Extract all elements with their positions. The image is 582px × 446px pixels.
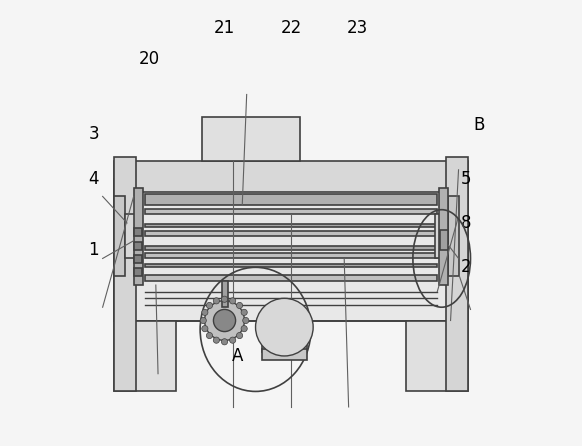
Circle shape: [229, 298, 236, 304]
Text: 22: 22: [281, 19, 301, 37]
Bar: [113, 179, 469, 321]
Bar: [145, 275, 437, 281]
Circle shape: [213, 298, 219, 304]
Bar: [262, 327, 307, 351]
Text: 23: 23: [347, 19, 368, 37]
Circle shape: [204, 301, 244, 340]
Circle shape: [221, 339, 228, 345]
Bar: [145, 194, 437, 205]
Bar: [446, 157, 469, 392]
Text: 8: 8: [461, 214, 471, 232]
Bar: [440, 230, 448, 250]
Bar: [145, 246, 437, 250]
Circle shape: [207, 302, 212, 309]
Text: 20: 20: [139, 50, 159, 68]
Bar: [145, 209, 437, 214]
Circle shape: [207, 332, 212, 339]
Bar: [262, 349, 307, 360]
Bar: [113, 157, 136, 392]
Circle shape: [213, 337, 219, 343]
Bar: [134, 268, 142, 276]
Bar: [145, 224, 437, 227]
Text: 3: 3: [88, 125, 99, 143]
Bar: [145, 264, 437, 267]
Circle shape: [241, 326, 247, 332]
Circle shape: [214, 310, 236, 331]
Circle shape: [243, 318, 249, 324]
Circle shape: [229, 337, 236, 343]
Bar: [222, 281, 228, 307]
Text: 4: 4: [88, 169, 99, 188]
Text: 2: 2: [461, 258, 471, 277]
Circle shape: [200, 318, 207, 324]
Circle shape: [241, 309, 247, 315]
Text: 5: 5: [461, 169, 471, 188]
Bar: [134, 242, 142, 250]
Text: B: B: [474, 116, 485, 135]
Bar: [134, 255, 142, 263]
Circle shape: [202, 309, 208, 315]
Circle shape: [236, 332, 243, 339]
Text: 1: 1: [88, 240, 99, 259]
Bar: [113, 179, 469, 321]
Bar: [145, 253, 437, 259]
Bar: [113, 161, 469, 192]
Bar: [113, 196, 125, 276]
Bar: [145, 231, 437, 236]
Text: A: A: [232, 347, 243, 365]
Bar: [125, 214, 138, 259]
Bar: [448, 196, 459, 276]
Bar: [203, 116, 300, 161]
Circle shape: [255, 298, 313, 356]
Bar: [435, 214, 448, 259]
Bar: [134, 187, 143, 285]
Text: 21: 21: [214, 19, 235, 37]
Bar: [439, 187, 448, 285]
Bar: [406, 321, 469, 392]
Bar: [113, 321, 176, 392]
Bar: [134, 228, 142, 236]
Circle shape: [236, 302, 243, 309]
Circle shape: [202, 326, 208, 332]
Circle shape: [221, 296, 228, 302]
